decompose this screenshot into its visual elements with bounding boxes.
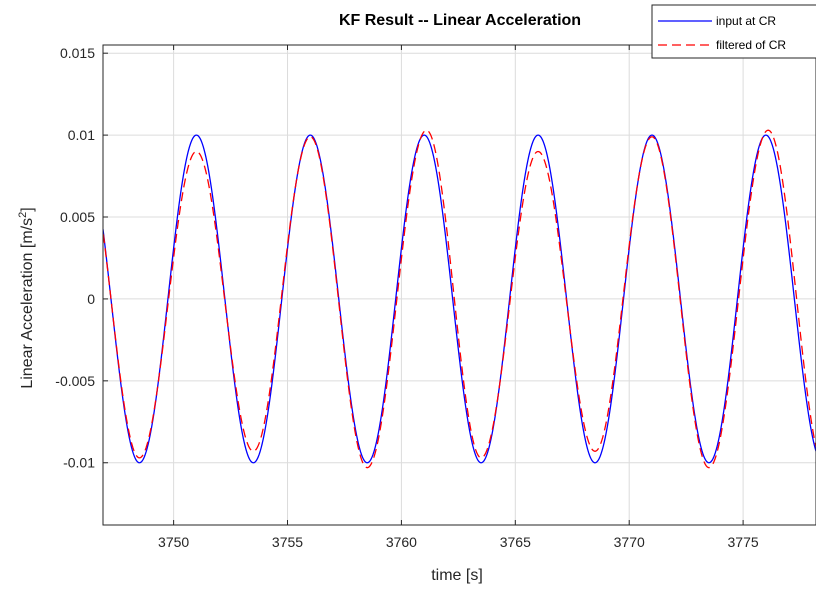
- x-tick-label: 3770: [614, 534, 645, 550]
- legend-label-input-at-cr: input at CR: [716, 14, 776, 28]
- x-tick-label: 3750: [158, 534, 189, 550]
- y-tick-label: 0.005: [60, 209, 95, 225]
- legend-box: [651, 4, 816, 59]
- legend-label-filtered-of-cr: filtered of CR: [716, 38, 786, 52]
- plot-area: [103, 45, 816, 525]
- chart-title: KF Result -- Linear Acceleration: [339, 12, 581, 29]
- series-line-filtered-of-cr: [103, 129, 816, 469]
- grid-lines: [103, 45, 816, 525]
- y-axis-label: Linear Acceleration [m/s2]: [17, 207, 36, 388]
- x-axis-label: time [s]: [431, 567, 483, 584]
- x-tick-label: 3760: [386, 534, 417, 550]
- series-group: [103, 129, 816, 469]
- x-tick-label: 3775: [728, 534, 759, 550]
- x-tick-label: 3765: [500, 534, 531, 550]
- plot-border: [102, 44, 816, 526]
- y-tick-label: 0: [87, 291, 95, 307]
- y-tick-label: -0.01: [63, 455, 95, 471]
- y-tick-label: -0.005: [55, 373, 95, 389]
- x-axis-ticks: 3750 3755 3760 3765 3770 3775: [158, 45, 759, 550]
- legend: input at CR filtered of CR: [651, 4, 816, 59]
- y-axis-label-end: ]: [19, 207, 36, 211]
- x-tick-label: 3755: [272, 534, 303, 550]
- y-tick-label: 0.015: [60, 45, 95, 61]
- series-line-input-at-cr: [103, 134, 816, 464]
- y-tick-label: 0.01: [68, 127, 95, 143]
- y-axis-label-main: Linear Acceleration [m/s: [19, 218, 36, 389]
- y-axis-ticks: -0.01 -0.005 0 0.005 0.01 0.015: [55, 45, 108, 471]
- y-axis-label-superscript: 2: [17, 212, 29, 218]
